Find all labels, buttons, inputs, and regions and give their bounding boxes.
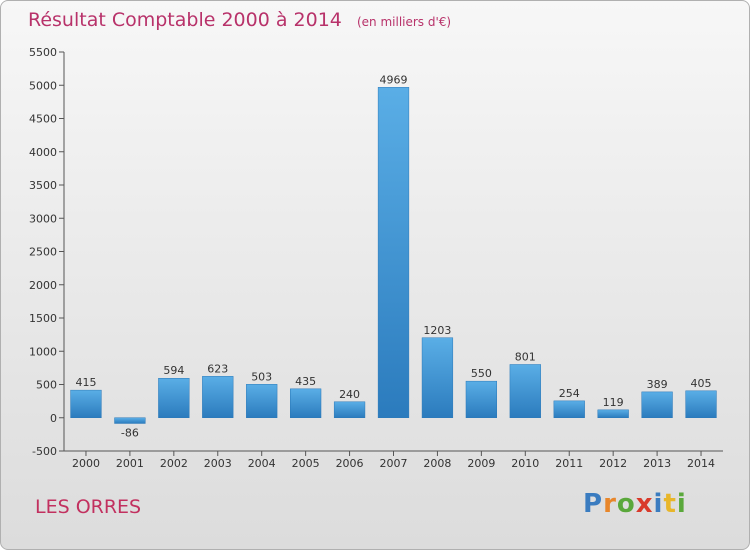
chart-title-main: Résultat Comptable 2000 à 2014: [28, 9, 342, 31]
bar-value-label: 503: [251, 370, 272, 383]
proxiti-logo[interactable]: Proxiti: [583, 489, 687, 519]
x-tick-label: 2013: [643, 457, 671, 470]
bar-value-label: 254: [559, 387, 580, 400]
bar: [509, 364, 541, 418]
logo-letter: o: [616, 489, 636, 519]
bar: [290, 388, 322, 419]
logo-letter: i: [653, 489, 664, 519]
bar-value-label: 389: [647, 378, 668, 391]
bar: [158, 377, 190, 418]
bar: [553, 400, 585, 419]
x-tick-label: 2011: [555, 457, 583, 470]
bar-value-label: 435: [295, 375, 316, 388]
bar: [377, 87, 410, 419]
y-tick-label: 1000: [29, 345, 57, 358]
y-tick-label: 0: [50, 412, 57, 425]
logo-letter: i: [676, 489, 687, 519]
x-tick-label: 2005: [292, 457, 320, 470]
bar-value-label: 4969: [380, 73, 408, 86]
chart-title-unit: (en milliers d'€): [356, 15, 452, 29]
logo-letter: x: [635, 489, 654, 519]
bar: [685, 390, 717, 419]
x-axis: 2000 2001 2002 2003 2004 2005 2006 2007 2008 2009…: [64, 450, 723, 470]
x-tick-label: 2003: [204, 457, 232, 470]
bar-value-label: 550: [471, 367, 492, 380]
y-tick-label: 1500: [29, 312, 57, 325]
bar-value-label: -86: [121, 426, 139, 439]
x-tick-label: 2014: [687, 457, 715, 470]
bars: [70, 87, 717, 424]
y-tick-label: 5000: [29, 79, 57, 92]
bar: [597, 409, 629, 418]
bar-value-label: 240: [339, 388, 360, 401]
bar-value-label: 801: [515, 350, 536, 363]
bar: [202, 376, 234, 418]
commune-name: LES ORRES: [35, 496, 142, 518]
chart-title: Résultat Comptable 2000 à 2014 (en milli…: [28, 9, 451, 31]
x-tick-label: 2000: [72, 457, 100, 470]
logo-letter: t: [663, 489, 677, 519]
y-tick-label: 5500: [29, 46, 57, 59]
x-tick-label: 2004: [248, 457, 276, 470]
y-tick-label: 3000: [29, 212, 57, 225]
value-labels: 415 -86 594 623 503 435 240 4969 1203 550 801 254 11…: [75, 73, 711, 439]
y-tick-label: 4500: [29, 113, 57, 126]
x-tick-label: 2012: [599, 457, 627, 470]
bar: [465, 380, 497, 418]
x-tick-label: 2008: [423, 457, 451, 470]
bar-value-label: 623: [207, 362, 228, 375]
y-axis: -500 0 500 1000 1500 2000 2500 3000 3500 4000 4500…: [29, 46, 65, 458]
y-tick-label: 500: [36, 379, 57, 392]
y-tick-label: 4000: [29, 146, 57, 159]
bar-value-label: 405: [691, 377, 712, 390]
x-tick-label: 2001: [116, 457, 144, 470]
bar-value-label: 594: [163, 364, 184, 377]
y-tick-label: -500: [32, 445, 57, 458]
bar: [70, 389, 102, 418]
bar: [641, 391, 673, 418]
bar-value-label: 415: [75, 376, 96, 389]
x-tick-label: 2010: [511, 457, 539, 470]
logo-letter: r: [603, 489, 617, 519]
bar: [246, 384, 278, 419]
logo-letter: P: [583, 489, 604, 519]
bar-value-label: 119: [603, 396, 624, 409]
y-tick-label: 2500: [29, 246, 57, 259]
bar: [114, 417, 146, 424]
x-tick-label: 2007: [380, 457, 408, 470]
x-tick-label: 2009: [467, 457, 495, 470]
x-tick-label: 2006: [336, 457, 364, 470]
y-tick-label: 3500: [29, 179, 57, 192]
bar: [333, 401, 366, 419]
x-tick-label: 2002: [160, 457, 188, 470]
bar-value-label: 1203: [423, 324, 451, 337]
bar: [421, 337, 454, 418]
y-tick-label: 2000: [29, 279, 57, 292]
